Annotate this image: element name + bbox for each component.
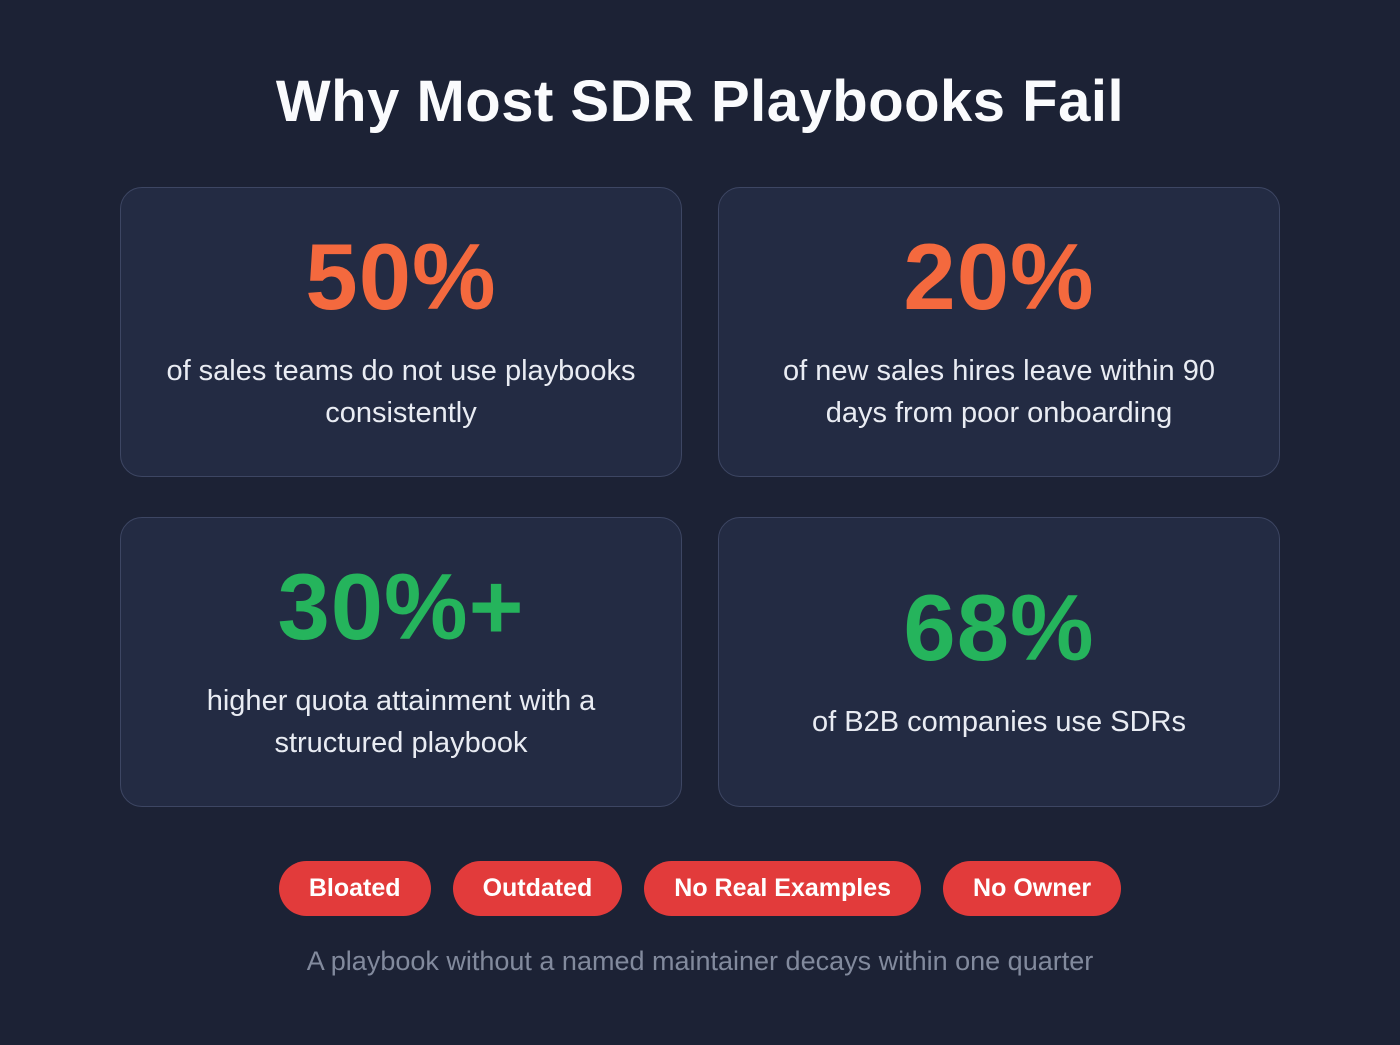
badge-no-owner: No Owner	[943, 861, 1122, 916]
stat-description: of new sales hires leave within 90 days …	[782, 354, 1215, 429]
stats-grid: 50% of sales teams do not use playbooks …	[120, 187, 1280, 807]
failure-badge-row: Bloated Outdated No Real Examples No Own…	[0, 861, 1400, 916]
stat-description: of sales teams do not use playbooks cons…	[166, 354, 636, 429]
stat-card-playbook-usage: 50% of sales teams do not use playbooks …	[120, 187, 682, 477]
stat-description: of B2B companies use SDRs	[812, 705, 1186, 738]
badge-no-real-examples: No Real Examples	[644, 861, 922, 916]
badge-bloated: Bloated	[278, 861, 431, 916]
stat-value: 30%+	[277, 553, 525, 659]
stat-description: higher quota attainment with a structure…	[206, 684, 596, 759]
stat-card-sdr-adoption: 68% of B2B companies use SDRs	[718, 517, 1280, 807]
footer-caption: A playbook without a named maintainer de…	[306, 946, 1094, 976]
stat-card-quota-attainment: 30%+ higher quota attainment with a stru…	[120, 517, 682, 807]
stat-value: 68%	[903, 574, 1095, 680]
badge-outdated: Outdated	[452, 861, 623, 916]
stat-value: 20%	[903, 223, 1095, 329]
page-title: Why Most SDR Playbooks Fail	[275, 69, 1125, 134]
stat-card-new-hire-attrition: 20% of new sales hires leave within 90 d…	[718, 187, 1280, 477]
stat-value: 50%	[305, 223, 497, 329]
